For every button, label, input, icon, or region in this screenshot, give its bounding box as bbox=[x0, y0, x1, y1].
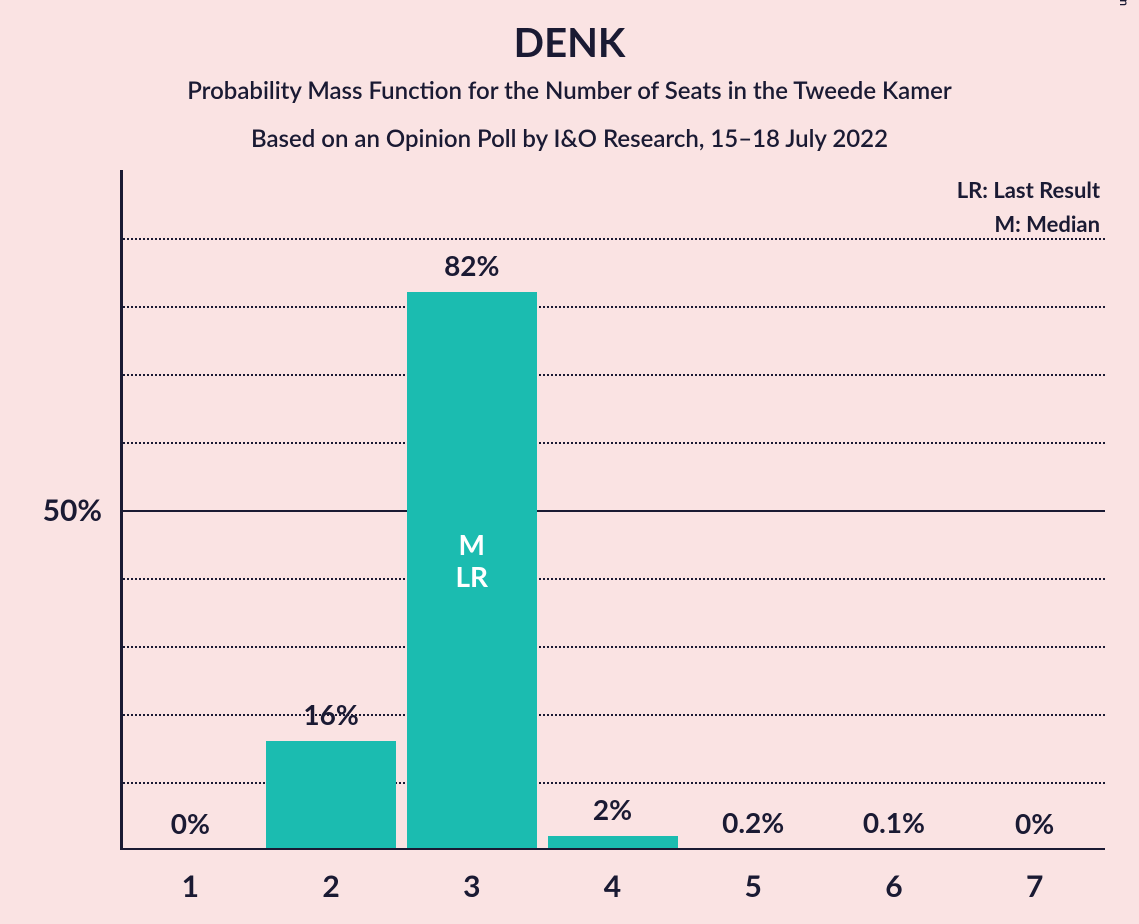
bar-value-label: 82% bbox=[387, 248, 557, 282]
x-tick-label: 5 bbox=[688, 868, 818, 904]
legend-item: LR: Last Result bbox=[957, 176, 1100, 203]
gridline-minor bbox=[120, 578, 1105, 580]
y-tick-label: 50% bbox=[0, 492, 102, 528]
chart-title: DENK bbox=[0, 18, 1139, 66]
x-tick-label: 1 bbox=[125, 868, 255, 904]
bar-value-label: 0% bbox=[950, 806, 1120, 840]
plot-area: 0%16%MLR82%2%0.2%0.1%0% bbox=[120, 170, 1105, 850]
gridline-major bbox=[120, 510, 1105, 512]
gridline-minor bbox=[120, 646, 1105, 648]
x-tick-label: 6 bbox=[829, 868, 959, 904]
y-axis bbox=[120, 170, 123, 850]
bar-value-label: 16% bbox=[246, 697, 416, 731]
x-tick-label: 4 bbox=[548, 868, 678, 904]
gridline-minor bbox=[120, 442, 1105, 444]
x-tick-label: 3 bbox=[407, 868, 537, 904]
copyright-text: © 2022 Filip van Laenen bbox=[1117, 0, 1132, 6]
x-tick-label: 7 bbox=[970, 868, 1100, 904]
gridline-minor bbox=[120, 374, 1105, 376]
x-axis bbox=[120, 848, 1105, 850]
legend-item: M: Median bbox=[994, 210, 1100, 237]
bar-inner-label: MLR bbox=[407, 528, 537, 592]
gridline-minor bbox=[120, 306, 1105, 308]
chart-canvas: DENK Probability Mass Function for the N… bbox=[0, 0, 1139, 924]
bar-value-label: 0% bbox=[105, 806, 275, 840]
chart-subtitle-2: Based on an Opinion Poll by I&O Research… bbox=[0, 124, 1139, 153]
chart-subtitle-1: Probability Mass Function for the Number… bbox=[0, 76, 1139, 105]
bar bbox=[266, 741, 396, 850]
gridline-minor bbox=[120, 238, 1105, 240]
x-tick-label: 2 bbox=[266, 868, 396, 904]
